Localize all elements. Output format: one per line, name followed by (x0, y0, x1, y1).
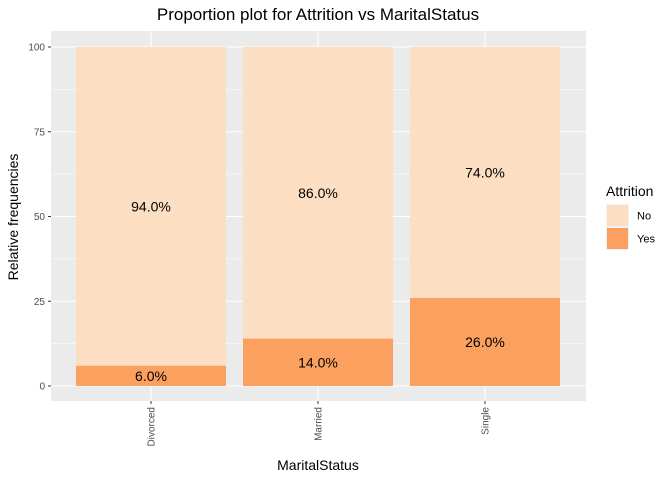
data-label: 74.0% (465, 164, 505, 180)
bar-yes-married (243, 338, 393, 386)
legend-label: Yes (637, 234, 655, 246)
x-tick-label: Married (314, 407, 325, 441)
y-tick-label: 75 (34, 127, 46, 138)
y-tick-label: 100 (28, 43, 45, 54)
x-axis-title: MaritalStatus (277, 457, 359, 473)
y-tick-label: 50 (34, 212, 46, 223)
y-tick-label: 25 (34, 297, 46, 308)
data-label: 6.0% (135, 368, 167, 384)
bar-no-single (410, 47, 560, 298)
y-axis-title: Relative frequencies (5, 154, 21, 281)
bars (76, 47, 560, 386)
data-label: 94.0% (131, 198, 171, 214)
data-label: 86.0% (298, 185, 338, 201)
data-label: 14.0% (298, 354, 338, 370)
x-axis: Divorced Married Single (147, 401, 492, 446)
legend-label: No (637, 211, 651, 223)
chart-title: Proportion plot for Attrition vs Marital… (157, 5, 479, 24)
bar-no-divorced (76, 47, 226, 366)
x-tick-label: Divorced (147, 407, 158, 446)
legend: Attrition No Yes (606, 183, 655, 250)
y-axis: 0 25 50 75 100 (28, 43, 51, 393)
bar-yes-single (410, 297, 560, 386)
legend-key-swatch (607, 228, 628, 249)
bar-yes-divorced (76, 365, 226, 386)
bar-no-married (243, 47, 393, 339)
data-labels: 6.0% 94.0% 14.0% 86.0% 26.0% 74.0% (131, 164, 505, 383)
data-label: 26.0% (465, 334, 505, 350)
x-tick-label: Single (481, 407, 492, 435)
y-tick-label: 0 (39, 382, 45, 393)
legend-title: Attrition (606, 183, 653, 199)
legend-key-swatch (607, 205, 628, 226)
